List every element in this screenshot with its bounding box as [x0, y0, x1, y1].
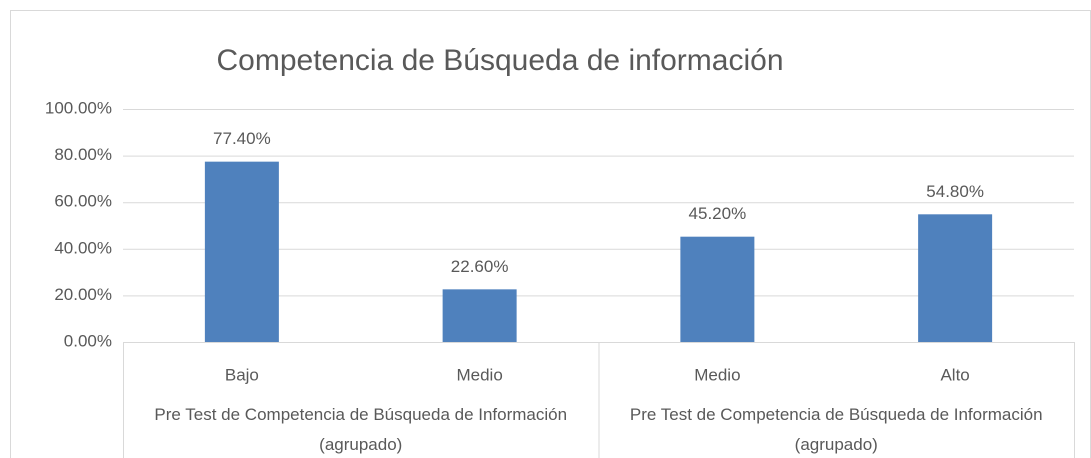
data-label: 54.80% — [926, 182, 984, 201]
y-tick-label: 80.00% — [54, 145, 112, 164]
bar — [204, 161, 279, 342]
y-tick-label: 0.00% — [64, 331, 112, 350]
y-tick-label: 100.00% — [45, 98, 112, 117]
y-tick-label: 20.00% — [54, 285, 112, 304]
group-label: Pre Test de Competencia de Búsqueda de I… — [629, 405, 1043, 454]
y-tick-label: 40.00% — [54, 238, 112, 257]
data-label: 45.20% — [689, 204, 747, 223]
bar — [918, 214, 993, 342]
data-label: 77.40% — [213, 129, 271, 148]
x-tick-label: Medio — [694, 365, 740, 384]
bar — [442, 289, 517, 342]
x-tick-label: Alto — [940, 365, 969, 384]
y-tick-label: 60.00% — [54, 192, 112, 211]
x-tick-label: Medio — [456, 365, 502, 384]
data-label: 22.60% — [451, 257, 509, 276]
bar — [680, 236, 755, 342]
x-tick-label: Bajo — [225, 365, 259, 384]
group-label: Pre Test de Competencia de Búsqueda de I… — [154, 405, 568, 454]
chart-title: Competencia de Búsqueda de información — [216, 44, 783, 77]
